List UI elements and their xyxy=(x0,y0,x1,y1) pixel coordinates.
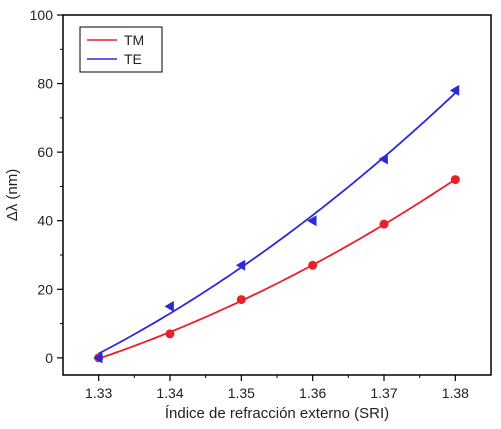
data-point-tm xyxy=(450,175,460,185)
legend-label-tm: TM xyxy=(124,32,144,48)
x-tick-label: 1.33 xyxy=(85,385,112,401)
x-axis-title: Índice de refracción externo (SRI) xyxy=(165,405,389,422)
x-tick-label: 1.38 xyxy=(442,385,469,401)
x-tick-label: 1.37 xyxy=(370,385,397,401)
x-tick-label: 1.34 xyxy=(156,385,183,401)
data-point-tm xyxy=(379,219,389,229)
x-tick-label: 1.36 xyxy=(299,385,326,401)
data-point-tm xyxy=(165,329,175,339)
series-line-tm xyxy=(98,178,456,360)
y-tick-label: 20 xyxy=(37,281,53,297)
y-tick-label: 80 xyxy=(37,76,53,92)
axes: 1.33 1.34 1.35 1.36 1.37 1.38 0 20 40 60 80 100 xyxy=(30,7,492,401)
y-tick-label: 40 xyxy=(37,213,53,229)
x-tick-label: 1.35 xyxy=(228,385,255,401)
data-point-tm xyxy=(308,260,318,270)
y-axis-title: Δλ (nm) xyxy=(4,169,21,222)
legend-box xyxy=(79,26,163,73)
y-tick-label: 60 xyxy=(37,144,53,160)
data-point-te xyxy=(449,84,460,96)
data-point-te xyxy=(378,153,388,165)
data-point-te xyxy=(93,352,103,364)
data-point-tm xyxy=(236,295,246,305)
legend: TM TE xyxy=(79,26,163,73)
y-tick-label: 0 xyxy=(45,350,53,366)
legend-label-te: TE xyxy=(124,51,142,67)
series-line-te xyxy=(98,92,456,355)
y-tick-label: 100 xyxy=(30,7,54,23)
data-point-te xyxy=(164,300,174,312)
data-point-te xyxy=(235,259,246,271)
plot-area xyxy=(93,84,460,364)
data-point-te xyxy=(307,215,317,227)
